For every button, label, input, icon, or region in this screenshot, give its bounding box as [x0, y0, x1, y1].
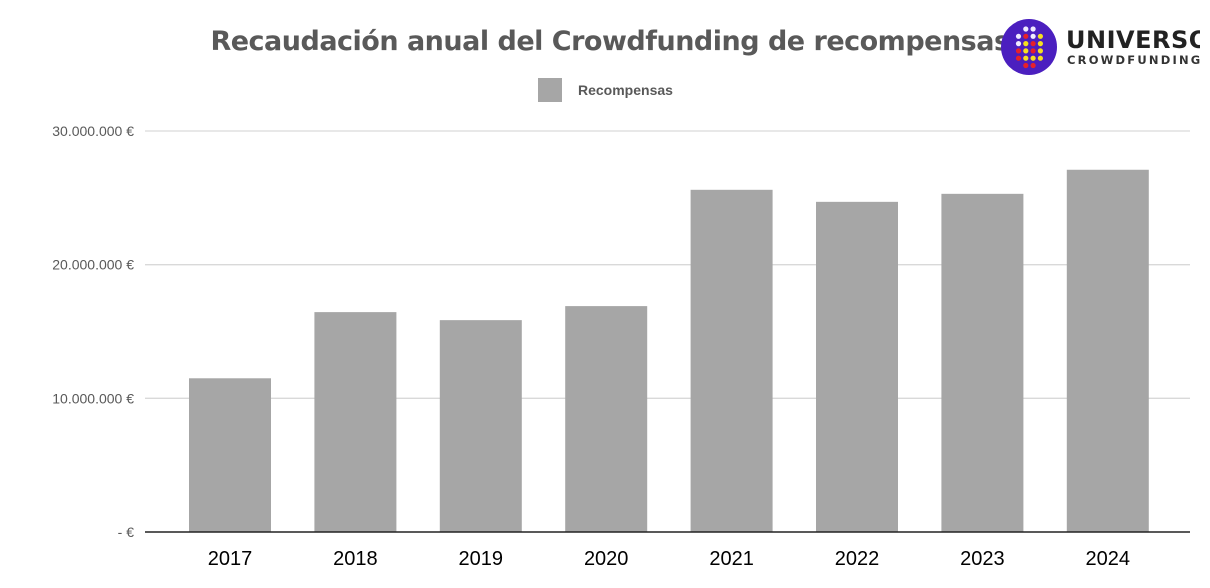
x-tick-label: 2019 — [459, 548, 504, 570]
legend-label: Recompensas — [578, 82, 673, 98]
legend: Recompensas — [538, 78, 673, 102]
svg-text:UNIVERSO: UNIVERSO — [1066, 26, 1200, 54]
bar-2018 — [314, 312, 397, 532]
x-tick-label: 2024 — [1086, 548, 1131, 570]
x-tick-label: 2023 — [960, 548, 1005, 570]
bar-2021 — [690, 189, 773, 532]
x-tick-label: 2021 — [709, 548, 754, 570]
bar-2023 — [941, 193, 1024, 532]
chart-title: Recaudación anual del Crowdfunding de re… — [210, 26, 1010, 57]
y-tick-label: - € — [118, 524, 135, 540]
y-tick-label: 20.000.000 € — [52, 257, 134, 273]
x-tick-label: 2018 — [333, 548, 378, 570]
bar-2022 — [816, 201, 898, 533]
bar-2017 — [189, 378, 271, 532]
universo-crowdfunding-logo: UNIVERSO CROWDFUNDING — [1001, 19, 1200, 75]
bar-2024 — [1066, 169, 1149, 532]
legend-swatch — [538, 78, 562, 102]
bar-2019 — [439, 320, 522, 532]
x-tick-label: 2017 — [208, 548, 253, 570]
bar-2020 — [565, 306, 648, 532]
y-tick-label: 30.000.000 € — [52, 123, 134, 139]
y-tick-label: 10.000.000 € — [52, 390, 134, 406]
x-tick-label: 2020 — [584, 548, 629, 570]
svg-text:CROWDFUNDING: CROWDFUNDING — [1067, 53, 1200, 67]
x-tick-label: 2022 — [835, 548, 880, 570]
